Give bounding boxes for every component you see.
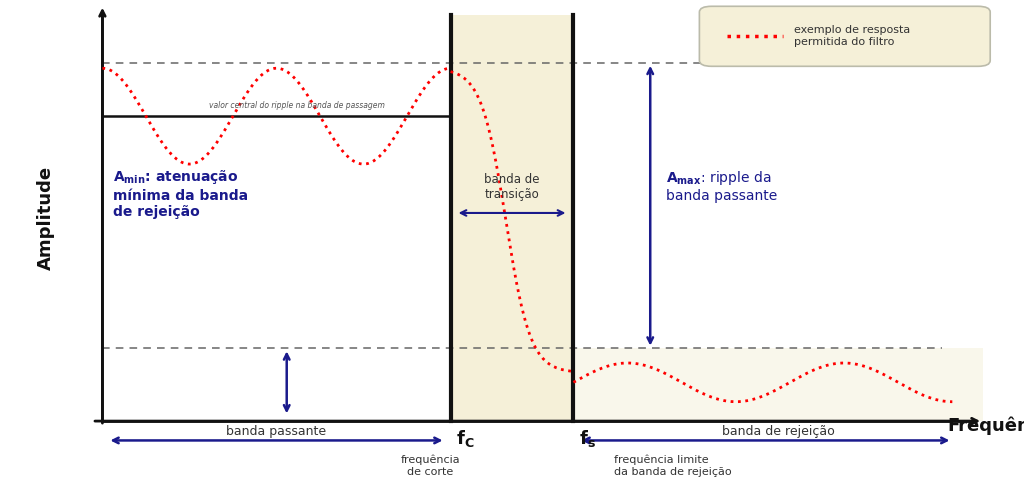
Bar [573, 348, 983, 421]
Text: banda passante: banda passante [226, 425, 327, 438]
Text: frequência
de corte: frequência de corte [400, 455, 460, 477]
Text: Amplitude: Amplitude [37, 166, 55, 270]
FancyBboxPatch shape [699, 6, 990, 66]
Text: valor central do ripple na banda de passagem: valor central do ripple na banda de pass… [209, 101, 385, 110]
Text: banda de rejeição: banda de rejeição [722, 425, 835, 438]
Text: $\mathbf{A_{max}}$: ripple da
banda passante: $\mathbf{A_{max}}$: ripple da banda pass… [666, 169, 777, 203]
Text: $\mathbf{f_C}$: $\mathbf{f_C}$ [456, 428, 474, 449]
Text: Frequência: Frequência [948, 417, 1024, 435]
Text: frequência limite
da banda de rejeição: frequência limite da banda de rejeição [614, 455, 732, 477]
Text: banda de
transição: banda de transição [484, 173, 540, 201]
Text: $\mathbf{A_{min}}$: atenuação
mínima da banda
de rejeição: $\mathbf{A_{min}}$: atenuação mínima da … [113, 168, 248, 219]
Text: $\mathbf{f_s}$: $\mathbf{f_s}$ [579, 428, 595, 449]
Text: exemplo de resposta
permitida do filtro: exemplo de resposta permitida do filtro [794, 26, 910, 47]
Bar [451, 15, 573, 421]
